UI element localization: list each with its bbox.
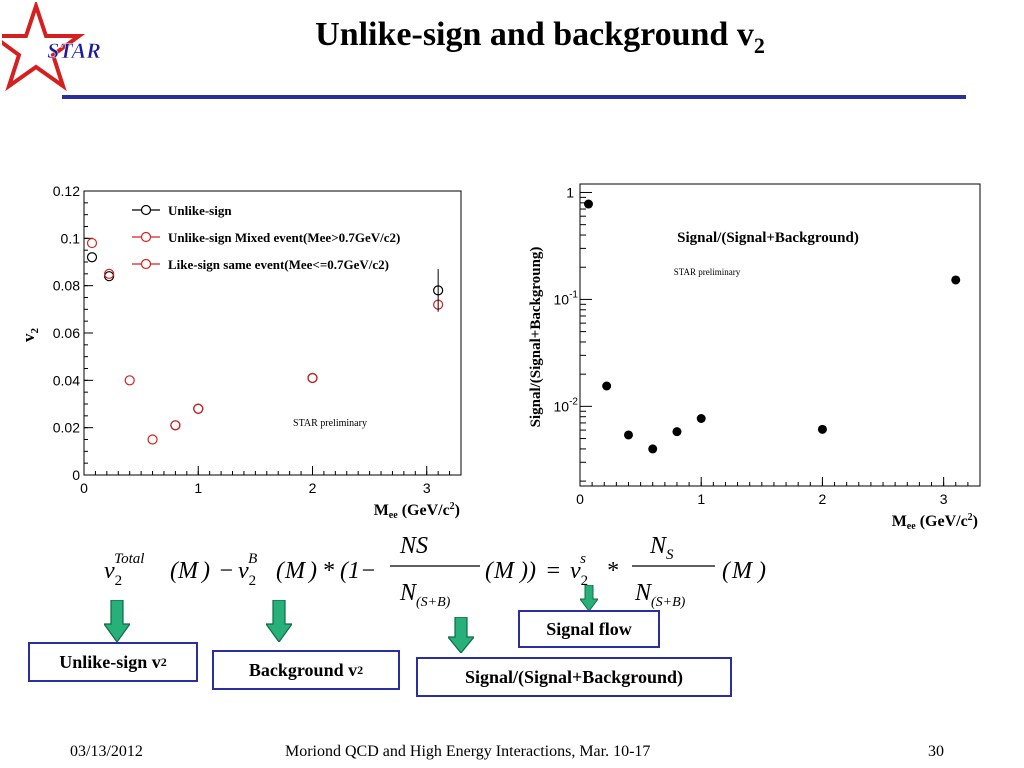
chart1-point: [193, 403, 204, 414]
chart2-title: Signal/(Signal+Background): [677, 230, 859, 246]
svg-text:M: M: [731, 558, 754, 584]
chart1-ticks: 0 1 2 3 0 0.02 0.04 0.06 0.08 0.1 0.12: [53, 183, 451, 496]
chart1-point: [170, 420, 181, 431]
chart2-ytick-label: 10-1: [554, 289, 579, 307]
svg-text:v2s: v2s: [570, 551, 588, 589]
signal-flow-box: Signal flow: [518, 610, 660, 648]
svg-text:−: −: [218, 558, 234, 584]
chart1-ytick-label: 0.08: [53, 278, 80, 294]
chart1-point: [124, 375, 135, 386]
chart1-xtick-label: 1: [194, 480, 202, 496]
chart1-point: [307, 372, 318, 384]
page-title: Unlike-sign and background v2: [315, 16, 765, 58]
star-logo: STAR: [2, 2, 101, 92]
signal-ratio-box: Signal/(Signal+Background): [416, 657, 732, 697]
star-logo-icon: [2, 2, 86, 92]
svg-text:): ): [307, 558, 317, 584]
svg-text:N(S+B): N(S+B): [634, 580, 686, 610]
svg-text:M: M: [493, 558, 516, 584]
chart2-point: [583, 199, 593, 209]
chart1-point: [86, 252, 98, 263]
svg-text:*: *: [606, 558, 618, 584]
title-divider: [62, 95, 966, 99]
chart1-legend-label: Unlike-sign Mixed event(Mee>0.7GeV/c2): [168, 230, 400, 245]
chart1-legend-label: Like-sign same event(Mee<=0.7GeV/c2): [168, 257, 389, 272]
star-logo-text: STAR: [47, 38, 101, 63]
svg-text:): ): [200, 558, 210, 584]
chart2-ticks: 0 1 2 3 1 10-1 10-2: [554, 184, 969, 507]
svg-text:M: M: [177, 558, 200, 584]
svg-text:N(S+B): N(S+B): [399, 580, 451, 610]
v2-equation: v2Total ( M ) − v2B ( M ) * (1− NS N(S+B…: [104, 533, 766, 610]
v2-scatter-chart: 0 1 2 3 0 0.02 0.04 0.06 0.08 0.1 0.12 Unlike-sign…: [20, 183, 462, 521]
chart1-ytick-label: 0: [72, 467, 80, 483]
svg-text:M: M: [284, 558, 307, 584]
chart2-point: [648, 444, 658, 454]
svg-text:*: *: [322, 558, 334, 584]
svg-text:=: =: [545, 558, 561, 584]
chart1-ytick-label: 0.02: [53, 420, 80, 436]
chart1-point: [147, 434, 158, 445]
svg-text:NS: NS: [399, 533, 428, 559]
chart1-point: [104, 268, 115, 279]
chart2-point: [951, 275, 961, 285]
chart2-xtick-label: 2: [819, 491, 827, 507]
chart2-xtick-label: 1: [697, 491, 705, 507]
chart1-ylabel: v2: [20, 328, 41, 343]
chart1-ytick-label: 0.12: [53, 183, 80, 199]
chart1-xlabel: Mee (GeV/c2): [374, 501, 460, 521]
chart1-annotation: STAR preliminary: [293, 418, 367, 429]
chart1-legend-label: Unlike-sign: [168, 203, 232, 218]
chart1-points: [86, 237, 444, 445]
svg-text:v2Total: v2Total: [104, 551, 144, 589]
svg-text:NS: NS: [649, 533, 674, 563]
chart2-frame: [579, 183, 981, 487]
down-arrow-icon: [580, 585, 598, 611]
chart1-xtick-label: 2: [309, 480, 317, 496]
svg-text:(: (: [170, 558, 180, 584]
chart1-legend-marker: [140, 204, 152, 216]
chart2-point: [623, 430, 633, 440]
chart2-point: [602, 381, 612, 391]
down-arrow-icon: [104, 600, 130, 642]
chart2-ylabel: Signal/(Signal+Backgroung): [528, 247, 544, 428]
chart1-ytick-label: 0.06: [53, 325, 80, 341]
chart2-point: [817, 424, 827, 434]
footer-date: 03/13/2012: [70, 743, 143, 760]
chart2-ytick-label: 1: [566, 184, 574, 200]
chart1-ytick-label: 0.1: [61, 230, 81, 246]
chart1-point: [86, 237, 98, 249]
chart1-ytick-label: 0.04: [53, 372, 80, 388]
svg-text:(1−: (1−: [340, 558, 376, 584]
footer-page-number: 30: [928, 743, 944, 760]
chart2-ytick-label: 10-2: [554, 396, 579, 414]
svg-text:)): )): [518, 558, 536, 584]
chart1-legend-marker: [140, 258, 152, 270]
chart2-points: [583, 199, 961, 454]
chart2-annotation: STAR preliminary: [674, 267, 741, 277]
down-arrow-icon: [266, 600, 292, 642]
chart2-xtick-label: 0: [576, 491, 584, 507]
svg-text:(: (: [276, 558, 286, 584]
chart2-point: [672, 427, 682, 437]
svg-text:v2B: v2B: [238, 551, 257, 589]
chart1-xtick-label: 0: [80, 480, 88, 496]
down-arrow-icon: [448, 617, 474, 653]
svg-text:(: (: [485, 558, 495, 584]
chart2-point: [696, 413, 706, 423]
chart2-xtick-label: 3: [940, 491, 948, 507]
svg-text:): ): [756, 558, 766, 584]
chart1-legend: Unlike-sign Unlike-sign Mixed event(Mee>0…: [132, 203, 400, 272]
signal-ratio-chart: 0 1 2 3 1 10-1 10-2 Signal/(Signal+Background)…: [528, 183, 981, 532]
chart1-xtick-label: 3: [423, 480, 431, 496]
svg-text:(: (: [722, 558, 732, 584]
chart2-xlabel: Mee (GeV/c2): [892, 512, 978, 532]
chart1-legend-marker: [140, 231, 152, 243]
footer-event: Moriond QCD and High Energy Interactions…: [285, 743, 651, 760]
